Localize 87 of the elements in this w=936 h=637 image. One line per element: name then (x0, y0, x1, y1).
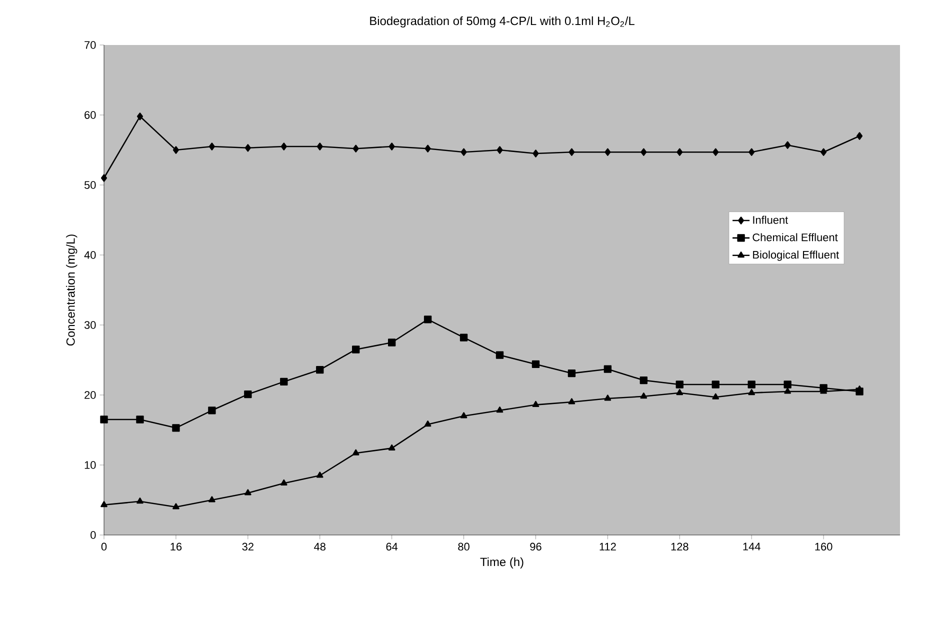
point (748, 148, 755, 156)
point (280, 479, 288, 486)
x-tick-label: 48 (314, 542, 326, 551)
x-tick-label: 128 (671, 542, 688, 551)
point (172, 146, 179, 154)
point (676, 389, 684, 396)
point (244, 390, 252, 398)
point (316, 142, 323, 150)
point (352, 449, 360, 456)
point (748, 389, 756, 396)
point (640, 376, 648, 384)
x-tick-label: 160 (815, 542, 832, 551)
point (208, 406, 216, 414)
point (316, 472, 324, 478)
point (208, 496, 216, 502)
point (460, 334, 468, 342)
point (496, 351, 504, 359)
point (316, 366, 324, 374)
point (532, 150, 539, 158)
y-tick-label: 40 (84, 251, 96, 259)
point (712, 393, 720, 400)
point (784, 388, 791, 394)
point (568, 148, 575, 156)
point (424, 144, 431, 152)
point (280, 142, 287, 150)
point (856, 132, 863, 140)
x-tick-label: 80 (458, 542, 470, 551)
legend-label: Influent (753, 216, 788, 224)
x-tick-label: 0 (101, 542, 107, 551)
point (172, 503, 180, 510)
point (712, 380, 720, 388)
point (712, 148, 719, 156)
point (676, 148, 683, 156)
point (352, 346, 360, 354)
x-tick-label: 64 (386, 542, 398, 551)
point (136, 112, 144, 120)
point (460, 412, 468, 418)
y-tick-label: 70 (84, 41, 96, 49)
point (172, 424, 180, 432)
point (496, 146, 503, 154)
x-axis-title: Time (h) (480, 557, 524, 568)
point (100, 174, 108, 182)
x-tick-label: 112 (600, 542, 616, 550)
point (604, 365, 612, 373)
x-tick-label: 32 (242, 542, 254, 551)
point (568, 398, 576, 404)
y-tick-label: 30 (84, 321, 96, 329)
point (784, 380, 792, 388)
point (136, 498, 144, 504)
y-tick-label: 10 (84, 461, 96, 469)
point (820, 148, 827, 156)
point (208, 142, 215, 150)
point (424, 420, 432, 427)
x-tick-label: 16 (170, 542, 182, 551)
point (388, 142, 395, 150)
point (100, 416, 108, 424)
point (532, 400, 540, 408)
point (244, 489, 252, 496)
point (676, 380, 684, 388)
y-axis-title: Concentration (mg/L) (66, 234, 78, 346)
legend-label: Chemical Effluent (752, 233, 838, 242)
point (244, 144, 251, 152)
point (496, 406, 504, 413)
point (100, 501, 108, 508)
point (568, 369, 576, 378)
point (460, 148, 467, 156)
point (640, 148, 647, 156)
point (352, 144, 359, 152)
point (748, 380, 756, 388)
point (388, 444, 396, 450)
point (388, 338, 396, 346)
y-tick-label: 0 (90, 531, 96, 539)
chart-title: Biodegradation of 50mg 4-CP/L with 0.1ml H$_{2}$O$_{2}$/L (370, 16, 634, 28)
legend-label: Biological Effluent (753, 250, 840, 261)
x-tick-label: 144 (743, 542, 760, 550)
point (604, 394, 612, 401)
point (784, 141, 791, 149)
y-tick-label: 50 (84, 181, 96, 189)
point (604, 148, 611, 156)
y-tick-label: 60 (84, 111, 96, 119)
point (280, 378, 288, 386)
point (640, 392, 648, 399)
point (532, 360, 540, 368)
x-tick-label: 96 (530, 542, 542, 551)
point (136, 416, 144, 424)
y-tick-label: 20 (84, 391, 96, 399)
point (424, 316, 432, 324)
